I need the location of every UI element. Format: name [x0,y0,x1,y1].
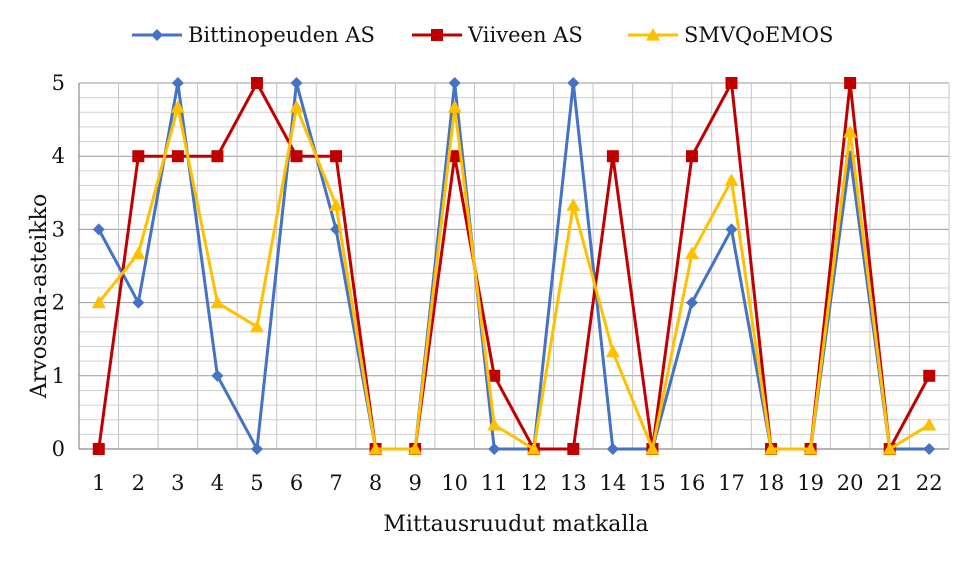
y-axis-label: Arvosana-asteikko [27,194,52,399]
data-point-bittinopeuden-as [92,223,105,236]
data-point-viiveen-as [725,77,738,89]
data-point-smvqoemos [91,295,106,309]
x-axis-label: Mittausruudut matkalla [383,512,648,537]
series-smvqoemos [91,100,937,455]
data-point-smvqoemos [922,417,937,431]
data-point-smvqoemos [882,442,897,455]
data-point-bittinopeuden-as [606,443,619,455]
x-tick-label: 18 [758,471,785,495]
x-tick-label: 2 [132,471,145,495]
x-tick-label: 14 [599,471,626,495]
data-point-viiveen-as [606,150,619,163]
data-point-bittinopeuden-as [923,443,936,455]
data-point-smvqoemos [843,125,858,138]
x-tick-label: 17 [718,471,745,495]
x-tick-label: 21 [876,471,903,495]
y-tick-label: 2 [52,291,65,315]
legend: Bittinopeuden AS Viiveen AS SMVQoEMOS [132,23,833,47]
data-point-viiveen-as [171,150,184,163]
legend-marker-viiveen-as [431,29,443,41]
data-point-viiveen-as [132,150,145,163]
data-point-bittinopeuden-as [567,77,580,89]
data-point-viiveen-as [923,369,936,382]
data-point-viiveen-as [488,369,501,382]
legend-label-smvqoemos: SMVQoEMOS [684,23,833,47]
data-point-smvqoemos [249,319,264,333]
y-tick-label: 4 [52,144,65,168]
data-point-viiveen-as [250,77,263,89]
data-point-smvqoemos [487,417,502,431]
data-point-bittinopeuden-as [211,369,224,382]
x-tick-label: 10 [441,471,468,495]
data-point-bittinopeuden-as [448,77,461,89]
data-point-smvqoemos [131,246,146,260]
data-point-viiveen-as [567,443,580,455]
x-tick-label: 4 [211,471,224,495]
x-tick-label: 16 [679,471,706,495]
data-point-smvqoemos [408,442,423,455]
data-point-smvqoemos [368,442,383,455]
x-tick-label: 20 [837,471,864,495]
data-point-smvqoemos [803,442,818,455]
y-axis-ticks: 0 1 2 3 4 5 [52,71,65,461]
x-tick-label: 9 [408,471,421,495]
data-point-smvqoemos [289,100,304,113]
data-point-smvqoemos [170,100,185,113]
data-point-smvqoemos [684,246,699,260]
legend-marker-bittinopeuden-as [151,29,163,41]
data-point-smvqoemos [645,442,660,455]
data-point-viiveen-as [844,77,857,89]
data-point-smvqoemos [605,344,620,358]
data-point-bittinopeuden-as [132,296,145,309]
x-tick-label: 11 [481,471,508,495]
x-tick-label: 1 [92,471,105,495]
x-tick-label: 13 [560,471,587,495]
data-point-smvqoemos [764,442,779,455]
data-point-bittinopeuden-as [290,77,303,89]
data-point-viiveen-as [211,150,224,163]
legend-label-viiveen-as: Viiveen AS [467,23,583,47]
data-point-smvqoemos [566,198,581,211]
data-point-viiveen-as [92,443,105,455]
y-tick-label: 3 [52,217,65,241]
data-point-smvqoemos [447,100,462,113]
x-tick-label: 19 [797,471,824,495]
data-point-smvqoemos [329,198,344,211]
legend-label-bittinopeuden-as: Bittinopeuden AS [188,23,375,47]
x-tick-label: 3 [171,471,184,495]
data-point-smvqoemos [210,295,225,309]
y-tick-label: 1 [52,364,65,388]
data-point-smvqoemos [526,442,541,455]
data-point-bittinopeuden-as [250,443,263,455]
data-point-bittinopeuden-as [685,296,698,309]
data-point-viiveen-as [685,150,698,163]
y-tick-label: 0 [52,437,65,461]
x-tick-label: 5 [250,471,263,495]
x-tick-label: 12 [520,471,547,495]
y-tick-label: 5 [52,71,65,95]
data-point-smvqoemos [724,173,739,186]
data-point-viiveen-as [448,150,461,163]
x-tick-label: 8 [369,471,382,495]
data-point-bittinopeuden-as [488,443,501,455]
legend-marker-smvqoemos [646,28,660,41]
data-point-bittinopeuden-as [725,223,738,236]
x-axis-ticks: 1 2 3 4 5 6 7 8 9 10 11 12 13 14 15 16 17 18 19 20 21 22 [92,471,943,495]
series-line-smvqoemos [97,105,931,451]
x-tick-label: 15 [639,471,666,495]
x-tick-label: 7 [329,471,342,495]
data-point-bittinopeuden-as [171,77,184,89]
x-tick-label: 6 [290,471,303,495]
series-layer [91,77,937,455]
data-point-viiveen-as [330,150,343,163]
data-point-viiveen-as [290,150,303,163]
x-tick-label: 22 [916,471,943,495]
